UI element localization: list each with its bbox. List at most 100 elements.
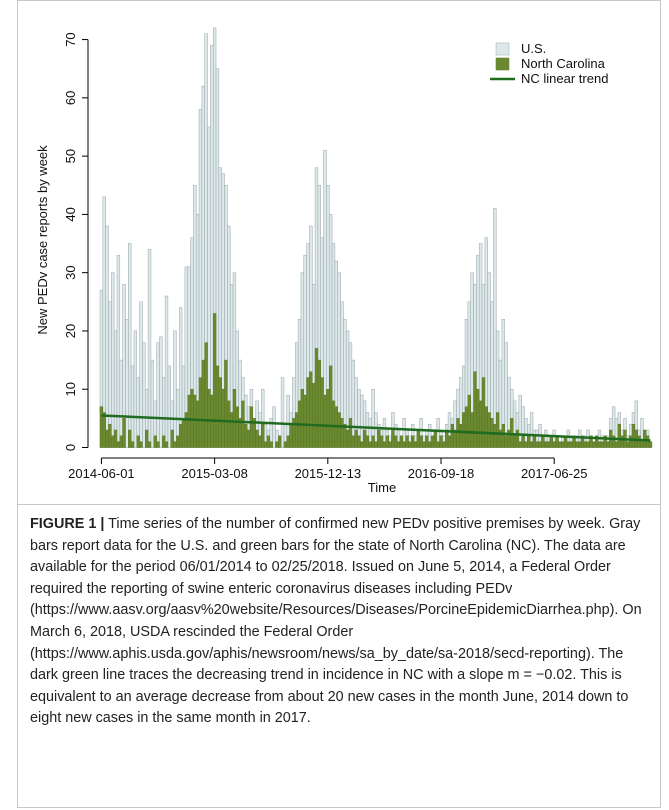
nc-bar — [408, 441, 412, 448]
nc-bar — [300, 388, 305, 448]
nc-bar — [249, 406, 254, 448]
nc-bar — [170, 429, 174, 448]
nc-bar — [628, 435, 633, 448]
nc-bar — [312, 383, 316, 448]
nc-bar — [212, 313, 217, 448]
nc-bar — [371, 435, 375, 448]
nc-bar — [153, 435, 157, 448]
nc-bar — [164, 441, 169, 448]
legend-swatch — [495, 57, 510, 71]
nc-bar — [558, 441, 562, 448]
nc-bar — [493, 423, 497, 448]
caption-label: FIGURE 1 | — [30, 516, 105, 532]
nc-bar — [529, 441, 534, 448]
nc-bar — [396, 441, 401, 448]
nc-bar — [365, 435, 370, 448]
nc-bar — [643, 429, 647, 448]
nc-bar — [348, 418, 353, 448]
x-tick-label: 2015-12-13 — [295, 466, 362, 481]
nc-bar — [147, 441, 152, 448]
us-bar — [105, 225, 109, 448]
nc-bar — [411, 435, 415, 448]
nc-bar — [162, 435, 166, 448]
nc-bar — [176, 435, 180, 448]
nc-bar — [374, 441, 378, 448]
nc-bar — [261, 423, 265, 448]
us-bar — [125, 319, 129, 448]
nc-bar — [422, 441, 426, 448]
nc-bar — [450, 423, 455, 448]
nc-bar — [521, 435, 525, 448]
x-axis-title: Time — [368, 480, 396, 495]
nc-bar — [145, 429, 149, 448]
nc-bar — [459, 423, 463, 448]
nc-bar — [470, 412, 474, 448]
us-bar — [164, 295, 169, 448]
us-bar — [210, 45, 214, 448]
nc-bar — [266, 435, 271, 448]
nc-bar — [328, 365, 333, 448]
x-tick-label: 2014-06-01 — [68, 466, 135, 481]
y-tick-label: 30 — [63, 265, 78, 279]
nc-bar — [425, 435, 429, 448]
nc-bar — [218, 377, 222, 448]
nc-bar — [278, 435, 282, 448]
nc-bar — [99, 406, 104, 448]
nc-bar — [467, 394, 471, 448]
us-bar — [272, 406, 276, 448]
nc-bar — [620, 435, 624, 448]
nc-bar — [402, 441, 406, 448]
nc-bar — [504, 435, 508, 448]
nc-bar — [368, 441, 372, 448]
us-bar — [504, 342, 508, 448]
nc-bar — [317, 359, 321, 448]
nc-bar — [215, 365, 220, 448]
y-tick-label: 0 — [63, 444, 78, 451]
nc-bar — [416, 429, 421, 448]
nc-bar — [512, 435, 517, 448]
nc-bar — [193, 394, 197, 448]
nc-bar — [524, 441, 528, 448]
nc-bar — [377, 429, 381, 448]
nc-bar — [229, 412, 234, 448]
us-bar — [142, 342, 146, 448]
nc-bar — [405, 435, 409, 448]
nc-bar — [428, 441, 432, 448]
nc-bar — [541, 435, 545, 448]
nc-bar — [399, 435, 404, 448]
nc-bar — [507, 429, 511, 448]
nc-bar — [597, 441, 602, 448]
nc-bar — [258, 435, 262, 448]
nc-bar — [394, 435, 398, 448]
nc-bar — [173, 441, 177, 448]
nc-bar — [187, 394, 191, 448]
nc-bar — [269, 441, 273, 448]
nc-bar — [461, 412, 466, 448]
nc-bar — [535, 441, 539, 448]
nc-bar — [430, 435, 435, 448]
nc-bar — [419, 435, 423, 448]
nc-bar — [351, 435, 355, 448]
y-tick-label: 70 — [63, 32, 78, 46]
nc-bar — [606, 441, 610, 448]
legend-swatch — [495, 42, 510, 56]
us-bar — [139, 301, 143, 448]
us-bar — [159, 336, 163, 448]
nc-bar — [326, 388, 330, 448]
us-bar — [518, 394, 522, 448]
nc-bar — [413, 441, 418, 448]
nc-bar — [600, 441, 604, 448]
nc-bar — [583, 441, 588, 448]
nc-bar — [283, 441, 288, 448]
nc-bar — [235, 406, 239, 448]
figure-frame — [17, 0, 661, 808]
nc-bar — [617, 423, 621, 448]
nc-bar — [178, 423, 183, 448]
nc-bar — [292, 418, 296, 448]
nc-bar — [552, 441, 556, 448]
nc-bar — [391, 429, 395, 448]
nc-bar — [388, 441, 392, 448]
nc-bar — [113, 429, 118, 448]
nc-bar — [323, 394, 327, 448]
